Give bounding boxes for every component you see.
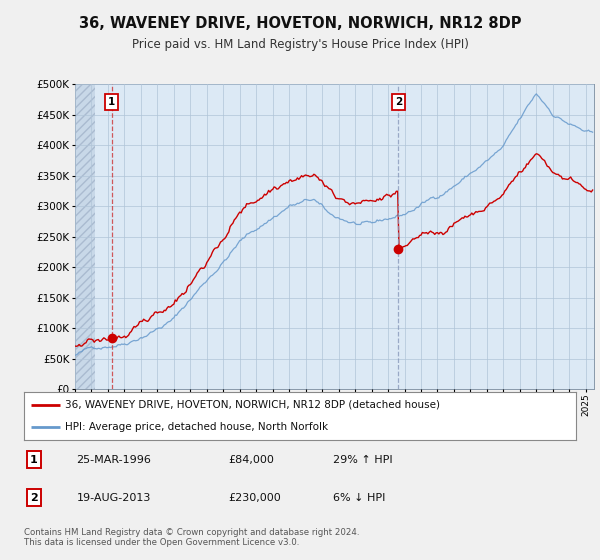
- Text: 25-MAR-1996: 25-MAR-1996: [76, 455, 151, 465]
- Text: HPI: Average price, detached house, North Norfolk: HPI: Average price, detached house, Nort…: [65, 422, 329, 432]
- Text: 1: 1: [108, 97, 115, 108]
- Bar: [75, 84, 95, 389]
- Text: 2: 2: [30, 493, 38, 502]
- Text: 6% ↓ HPI: 6% ↓ HPI: [333, 493, 385, 502]
- Text: £84,000: £84,000: [228, 455, 274, 465]
- Text: 29% ↑ HPI: 29% ↑ HPI: [333, 455, 393, 465]
- Text: Contains HM Land Registry data © Crown copyright and database right 2024.
This d: Contains HM Land Registry data © Crown c…: [24, 528, 359, 547]
- Bar: [75, 84, 95, 389]
- Text: 36, WAVENEY DRIVE, HOVETON, NORWICH, NR12 8DP (detached house): 36, WAVENEY DRIVE, HOVETON, NORWICH, NR1…: [65, 400, 440, 410]
- Text: 19-AUG-2013: 19-AUG-2013: [76, 493, 151, 502]
- Text: Price paid vs. HM Land Registry's House Price Index (HPI): Price paid vs. HM Land Registry's House …: [131, 38, 469, 51]
- Text: 2: 2: [395, 97, 402, 108]
- Text: £230,000: £230,000: [228, 493, 281, 502]
- Text: 36, WAVENEY DRIVE, HOVETON, NORWICH, NR12 8DP: 36, WAVENEY DRIVE, HOVETON, NORWICH, NR1…: [79, 16, 521, 31]
- Text: 1: 1: [30, 455, 38, 465]
